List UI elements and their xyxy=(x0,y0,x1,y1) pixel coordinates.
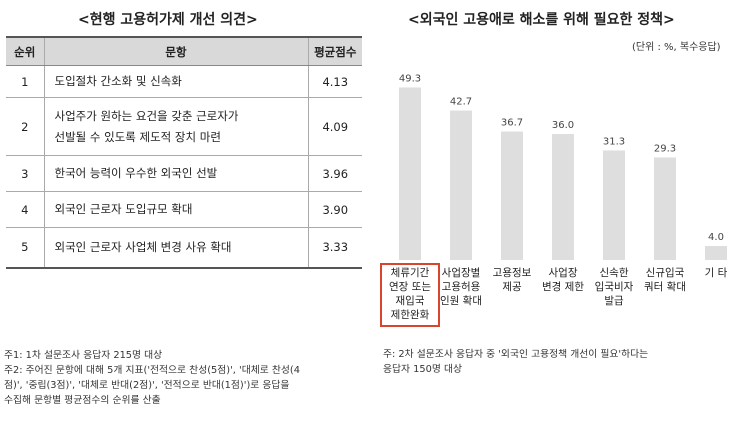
rank-cell: 3 xyxy=(6,155,44,192)
table-header-row: 순위 문항 평균점수 xyxy=(6,36,362,66)
bar xyxy=(603,150,625,260)
bar xyxy=(552,134,574,260)
category-label-line: 사업장 xyxy=(548,267,578,279)
note-line: 주2: 주어진 문항에 대해 5개 지표('전적으로 찬성(5점)', '대체로… xyxy=(4,365,300,376)
item-line: 선발될 수 있도록 제도적 장치 마련 xyxy=(54,129,221,144)
bar-value-label: 31.3 xyxy=(603,136,625,147)
note-line: 주1: 1차 설문조사 응답자 215명 대상 xyxy=(4,350,163,361)
category-label-line: 신속한 xyxy=(599,267,629,279)
score-cell: 4.13 xyxy=(308,65,362,98)
category-label-line: 신규입국 xyxy=(645,267,685,279)
note-line: 응답자 150명 대상 xyxy=(383,364,463,375)
category-label-line: 입국비자 xyxy=(594,281,634,293)
note-line: 수집해 문항별 평균점수의 순위를 산출 xyxy=(4,395,161,406)
header-item: 문항 xyxy=(43,36,309,66)
category-label-line: 쿼터 확대 xyxy=(644,281,686,293)
table-row: 2 사업주가 원하는 요건을 갖춘 근로자가 선발될 수 있도록 제도적 장치 마련… xyxy=(6,97,362,156)
rank-cell: 5 xyxy=(6,227,44,269)
right-chart-title: <외국인 고용애로 해소를 위해 필요한 정책> xyxy=(408,12,675,28)
category-label-line: 고용허용 xyxy=(441,281,481,293)
item-line: 한국어 능력이 우수한 외국인 선발 xyxy=(54,166,218,180)
bar xyxy=(501,131,523,260)
score-cell: 3.33 xyxy=(308,227,362,269)
category-label-line: 사업장별 xyxy=(441,267,481,279)
header-score: 평균점수 xyxy=(308,36,362,66)
category-label-line: 발급 xyxy=(604,295,624,307)
item-line: 도입절차 간소화 및 신속화 xyxy=(54,74,182,88)
note-line: 주: 2차 설문조사 응답자 중 '외국인 고용정책 개선이 필요'하다는 xyxy=(383,349,649,360)
item-cell: 한국어 능력이 우수한 외국인 선발 xyxy=(43,155,309,192)
item-line: 사업주가 원하는 요건을 갖춘 근로자가 xyxy=(54,108,239,123)
table-row: 1 도입절차 간소화 및 신속화 4.13 xyxy=(6,65,362,98)
bar xyxy=(450,110,472,260)
category-label-line: 제한완화 xyxy=(390,309,430,321)
right-notes: 주: 2차 설문조사 응답자 중 '외국인 고용정책 개선이 필요'하다는 응답… xyxy=(383,347,743,377)
unit-label: (단위 : %, 복수응답) xyxy=(632,42,721,53)
left-notes: 주1: 1차 설문조사 응답자 215명 대상 주2: 주어진 문항에 대해 5… xyxy=(4,348,364,408)
item-cell: 외국인 근로자 사업체 변경 사유 확대 xyxy=(43,227,309,269)
item-cell: 외국인 근로자 도입규모 확대 xyxy=(43,191,309,228)
bar-value-label: 42.7 xyxy=(450,97,472,108)
score-cell: 4.09 xyxy=(308,97,362,156)
item-line: 외국인 근로자 사업체 변경 사유 확대 xyxy=(54,239,232,254)
opinion-table: 순위 문항 평균점수 1 도입절차 간소화 및 신속화 4.13 2 사업주가 원하는 … xyxy=(6,36,362,269)
rank-cell: 1 xyxy=(6,65,44,98)
category-label-line: 재입국 xyxy=(395,295,425,307)
item-cell: 도입절차 간소화 및 신속화 xyxy=(43,65,309,98)
rank-cell: 4 xyxy=(6,191,44,228)
bar-value-label: 49.3 xyxy=(399,73,421,84)
table-row: 4 외국인 근로자 도입규모 확대 3.90 xyxy=(6,191,362,228)
bar-value-label: 36.0 xyxy=(552,120,574,131)
score-cell: 3.96 xyxy=(308,155,362,192)
category-label-line: 고용정보 xyxy=(492,267,532,279)
score-cell: 3.90 xyxy=(308,191,362,228)
policy-bar-chart: 49.3 42.7 36.7 36.0 31.3 29.3 4.0 xyxy=(399,73,727,260)
category-label-line: 연장 또는 xyxy=(389,281,431,293)
table-row: 5 외국인 근로자 사업체 변경 사유 확대 3.33 xyxy=(6,227,362,269)
bar xyxy=(399,87,421,260)
category-label-line: 기 타 xyxy=(704,267,728,279)
category-label-line: 체류기간 xyxy=(390,267,430,279)
note-line: 점)', '중립(3점)', '대체로 반대(2점)', '전적으로 반대(1점… xyxy=(4,380,290,391)
bar xyxy=(654,157,676,260)
bar-value-label: 29.3 xyxy=(654,143,676,154)
category-label: 기 타 xyxy=(687,266,745,280)
table-row: 3 한국어 능력이 우수한 외국인 선발 3.96 xyxy=(6,155,362,192)
left-chart-title: <현행 고용허가제 개선 의견> xyxy=(78,12,258,28)
bar-value-label: 36.7 xyxy=(501,118,523,129)
rank-cell: 2 xyxy=(6,97,44,156)
item-line: 외국인 근로자 도입규모 확대 xyxy=(54,202,193,216)
header-rank: 순위 xyxy=(6,36,44,66)
bar xyxy=(705,246,727,260)
category-label-line: 인원 확대 xyxy=(440,295,482,307)
bar-value-label: 4.0 xyxy=(708,232,724,243)
category-label-line: 변경 제한 xyxy=(542,281,584,293)
category-label-line: 제공 xyxy=(502,281,522,293)
highlight-box xyxy=(380,263,440,327)
